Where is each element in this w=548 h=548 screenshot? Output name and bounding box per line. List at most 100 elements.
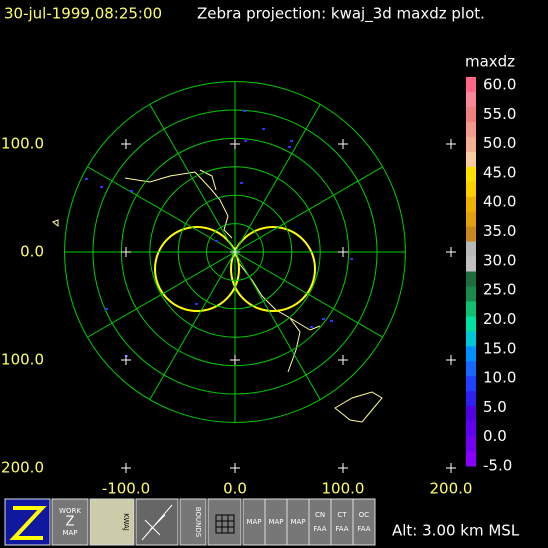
colorbar-label: 0.0 bbox=[483, 427, 507, 445]
button-label: BOUNDS bbox=[194, 507, 202, 538]
echo bbox=[244, 140, 247, 142]
colorbar-swatch bbox=[466, 361, 476, 377]
azimuth-spoke bbox=[87, 166, 236, 253]
azimuth-spoke bbox=[234, 251, 321, 400]
azimuth-spoke bbox=[234, 251, 383, 338]
grid-button[interactable] bbox=[207, 498, 242, 546]
colorbar-swatch bbox=[466, 166, 476, 183]
echo bbox=[215, 240, 218, 242]
colorbar-swatch bbox=[466, 421, 476, 437]
toolbar-button[interactable]: CT FAA bbox=[330, 498, 354, 546]
echo bbox=[100, 186, 103, 188]
colorbar-swatch bbox=[466, 331, 476, 347]
button-label: MAP bbox=[290, 518, 305, 526]
toolbar-button[interactable]: CN FAA bbox=[308, 498, 332, 546]
button-face bbox=[352, 498, 376, 546]
toolbar-button[interactable]: KWAJ bbox=[89, 498, 135, 546]
colorbar-swatch bbox=[466, 271, 476, 287]
colorbar-swatch bbox=[466, 151, 476, 168]
colorbar-swatch bbox=[466, 451, 476, 467]
button-label: FAA bbox=[313, 525, 326, 533]
colorbar-swatch bbox=[466, 91, 476, 108]
button-label: MAP bbox=[62, 529, 77, 537]
island bbox=[52, 219, 59, 228]
echo bbox=[290, 140, 293, 142]
colorbar-swatch bbox=[466, 301, 476, 317]
colorbar-swatch bbox=[466, 316, 476, 332]
radar-range-ring bbox=[230, 226, 316, 312]
toolbar-button[interactable]: BOUNDS bbox=[179, 498, 207, 546]
button-label: OC bbox=[359, 511, 370, 519]
button-label: WORK bbox=[59, 507, 81, 515]
y-axis-label: 0.0 bbox=[20, 243, 44, 261]
echo bbox=[350, 258, 353, 260]
button-face bbox=[51, 498, 89, 546]
satellite-icon bbox=[141, 504, 173, 541]
colorbar-swatch bbox=[466, 241, 476, 258]
plot-title: Zebra projection: kwaj_3d maxdz plot. bbox=[197, 5, 485, 24]
button-face bbox=[330, 498, 354, 546]
x-axis-label: 200.0 bbox=[430, 480, 473, 498]
grid-icon bbox=[216, 515, 234, 533]
echo bbox=[85, 178, 88, 180]
button-label: Z bbox=[66, 515, 75, 530]
z-logo bbox=[9, 506, 47, 540]
range-ring bbox=[64, 81, 406, 423]
grid-icon bbox=[215, 514, 235, 534]
toolbar-button[interactable]: MAP bbox=[286, 498, 310, 546]
colorbar-swatch bbox=[466, 181, 476, 198]
button-label: MAP bbox=[246, 518, 261, 526]
button-label: CN bbox=[315, 511, 325, 519]
y-axis-label: 100.0 bbox=[1, 351, 44, 369]
colorbar-swatch bbox=[466, 121, 476, 138]
x-axis-label: 0.0 bbox=[223, 480, 247, 498]
colorbar-label: 35.0 bbox=[483, 222, 516, 240]
azimuth-spoke bbox=[149, 251, 236, 400]
x-axis-label: -100.0 bbox=[102, 480, 150, 498]
toolbar-button[interactable]: OC FAA bbox=[352, 498, 376, 546]
colorbar-label: 20.0 bbox=[483, 310, 516, 328]
colorbar-label: -5.0 bbox=[483, 457, 512, 475]
colorbar-swatch bbox=[466, 256, 476, 272]
colorbar-swatch bbox=[466, 196, 476, 213]
colorbar-label: 15.0 bbox=[483, 339, 516, 357]
echo bbox=[330, 320, 333, 322]
button-label: KWAJ bbox=[122, 513, 130, 531]
echo bbox=[243, 110, 246, 112]
echo bbox=[310, 326, 313, 328]
colorbar-swatch bbox=[466, 226, 476, 243]
colorbar-label: 45.0 bbox=[483, 163, 516, 181]
altitude: Alt: 3.00 km MSL bbox=[392, 522, 520, 540]
y-axis-label: 100.0 bbox=[1, 135, 44, 153]
azimuth-spoke bbox=[234, 104, 321, 253]
echo bbox=[288, 146, 291, 148]
satellite-button[interactable] bbox=[135, 498, 179, 546]
colorbar-swatch bbox=[466, 106, 476, 123]
colorbar-title: maxdz bbox=[465, 53, 515, 71]
colorbar-label: 10.0 bbox=[483, 369, 516, 387]
toolbar-button[interactable]: MAP bbox=[264, 498, 288, 546]
x-axis-label: 100.0 bbox=[322, 480, 365, 498]
azimuth-spoke bbox=[234, 166, 383, 253]
radar-plot bbox=[52, 81, 406, 423]
toolbar-button[interactable]: MAP bbox=[242, 498, 266, 546]
echo bbox=[262, 128, 265, 130]
y-axis-label: 200.0 bbox=[1, 459, 44, 477]
radar-range-ring bbox=[154, 226, 240, 312]
button-label: MAP bbox=[268, 518, 283, 526]
z-logo-button[interactable] bbox=[4, 498, 51, 546]
button-label: FAA bbox=[357, 525, 370, 533]
colorbar-swatch bbox=[466, 391, 476, 407]
colorbar-swatch bbox=[466, 77, 476, 93]
colorbar-swatch bbox=[466, 376, 476, 392]
colorbar-swatch bbox=[466, 286, 476, 302]
timestamp: 30-jul-1999,08:25:00 bbox=[4, 5, 162, 23]
colorbar-swatch bbox=[466, 211, 476, 228]
button-label: FAA bbox=[335, 525, 348, 533]
button-face bbox=[179, 498, 207, 546]
colorbar-label: 50.0 bbox=[483, 134, 516, 152]
colorbar-swatch bbox=[466, 136, 476, 153]
